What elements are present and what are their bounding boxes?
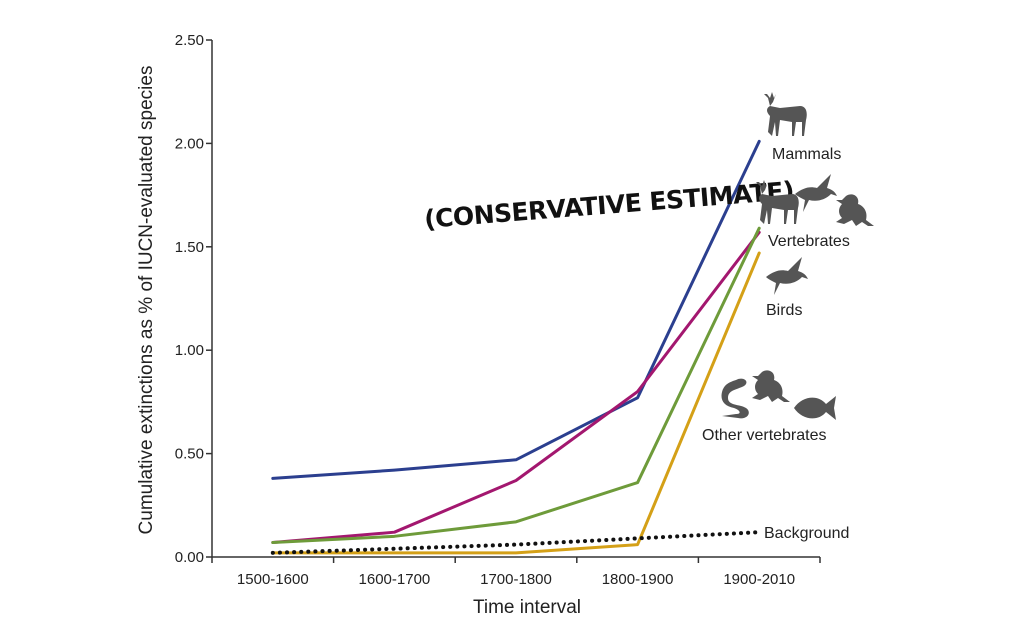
axes xyxy=(206,39,821,563)
series-line-other-vertebrates xyxy=(271,251,761,555)
snake-icon xyxy=(721,378,749,419)
frog-icon xyxy=(752,370,790,402)
x-tick-label: 1900-2010 xyxy=(723,571,795,588)
tick-labels: 0.00 0.50 1.00 1.50 2.00 2.50 1500-1600 1600-17… xyxy=(175,32,795,588)
x-tick-label: 1800-1900 xyxy=(602,571,674,588)
y-tick-label: 2.00 xyxy=(175,135,204,152)
series-label-vertebrates: Vertebrates xyxy=(768,233,850,250)
series-labels: Mammals Vertebrates Birds Other vertebrates… xyxy=(702,146,850,542)
y-tick-label: 0.50 xyxy=(175,446,204,463)
x-tick-label: 1700-1800 xyxy=(480,571,552,588)
bird-icon xyxy=(795,174,837,212)
series-label-other-vertebrates: Other vertebrates xyxy=(702,427,827,444)
frog-icon xyxy=(836,194,874,226)
deer-icon xyxy=(764,92,807,136)
series-line-birds xyxy=(271,226,761,545)
y-axis-title: Cumulative extinctions as % of IUCN-eval… xyxy=(136,66,157,535)
series-line-background xyxy=(270,530,762,555)
x-axis-title: Time interval xyxy=(473,597,581,618)
annotation-stamp: (CONSERVATIVE ESTIMATE) xyxy=(423,176,795,234)
x-tick-label: 1500-1600 xyxy=(237,571,309,588)
x-tick-label: 1600-1700 xyxy=(359,571,431,588)
y-tick-label: 0.00 xyxy=(175,549,204,566)
y-tick-label: 1.00 xyxy=(175,342,204,359)
series-line-mammals xyxy=(271,139,761,480)
deer-icon xyxy=(756,180,799,224)
series-label-birds: Birds xyxy=(766,302,802,319)
series-label-background: Background xyxy=(764,525,849,542)
fish-icon xyxy=(794,396,836,420)
series-line-vertebrates xyxy=(271,230,761,545)
y-tick-label: 1.50 xyxy=(175,239,204,256)
bird-icon xyxy=(766,257,808,295)
y-tick-label: 2.50 xyxy=(175,32,204,49)
series-label-mammals: Mammals xyxy=(772,146,841,163)
series-lines xyxy=(270,139,762,555)
